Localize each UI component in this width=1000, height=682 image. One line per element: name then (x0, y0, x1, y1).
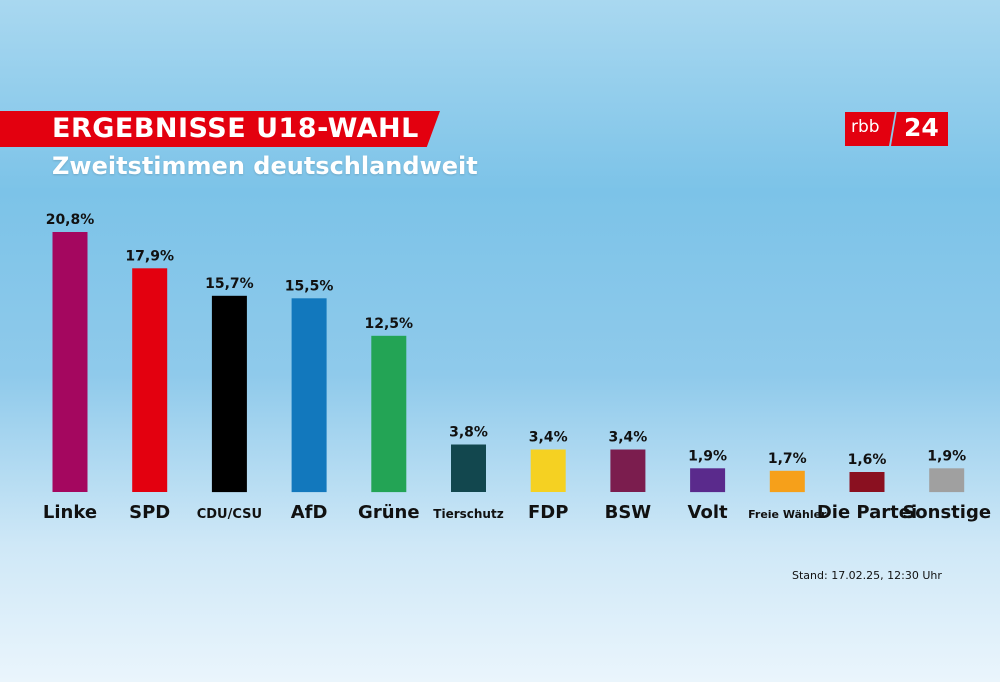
value-label: 20,8% (46, 212, 95, 228)
bar-grüne (371, 335, 407, 493)
value-label: 15,7% (205, 276, 254, 292)
bar-spd (132, 268, 168, 492)
category-label: Linke (43, 502, 97, 523)
bar-volt (690, 468, 726, 493)
value-label: 3,8% (449, 425, 488, 441)
category-label: Volt (688, 502, 728, 523)
category-label: FDP (528, 502, 568, 523)
value-label: 17,9% (125, 248, 174, 264)
category-label: AfD (291, 502, 328, 523)
value-label: 3,4% (608, 430, 647, 446)
bar-sonstige (929, 468, 965, 493)
category-label: Freie Wähler (748, 508, 827, 521)
value-label: 15,5% (285, 278, 334, 294)
category-label: CDU/CSU (197, 507, 262, 522)
bar-die-partei (849, 472, 885, 492)
category-label: Sonstige (902, 502, 991, 523)
bar-afd (291, 298, 327, 493)
value-label: 3,4% (529, 430, 568, 446)
chart-title: ERGEBNISSE U18-WAHL (52, 113, 419, 144)
value-label: 1,9% (927, 448, 966, 464)
timestamp-note: Stand: 17.02.25, 12:30 Uhr (792, 569, 942, 582)
category-label: BSW (605, 502, 652, 523)
bar-tierschutz (451, 444, 486, 492)
bar-fdp (530, 449, 566, 492)
category-label: Die Partei (817, 502, 917, 523)
chart-subtitle: Zweitstimmen deutschlandweit (52, 152, 478, 180)
logo-rbb-text: rbb (851, 117, 880, 137)
title-banner (0, 111, 440, 147)
bar-linke (52, 232, 88, 492)
category-label: Grüne (358, 502, 420, 523)
bar-bsw (610, 449, 646, 492)
value-label: 1,9% (688, 448, 727, 464)
value-label: 1,7% (768, 451, 807, 467)
category-label: Tierschutz (433, 507, 503, 521)
value-label: 12,5% (365, 316, 414, 332)
value-label: 1,6% (848, 452, 887, 468)
bar-cdu-csu (211, 295, 247, 493)
bar-freie-wähler (769, 470, 805, 493)
category-label: SPD (129, 502, 170, 523)
logo-24-text: 24 (904, 113, 939, 142)
